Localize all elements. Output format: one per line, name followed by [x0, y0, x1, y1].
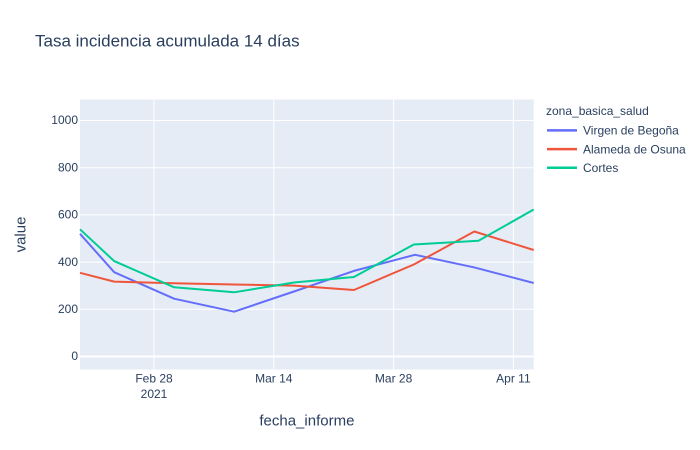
svg-text:Alameda de Osuna: Alameda de Osuna	[583, 142, 686, 156]
svg-text:2021: 2021	[141, 387, 168, 401]
svg-text:zona_basica_salud: zona_basica_salud	[546, 104, 649, 118]
svg-text:Cortes: Cortes	[583, 161, 618, 175]
svg-text:400: 400	[58, 255, 78, 269]
svg-text:Feb 28: Feb 28	[135, 371, 173, 385]
svg-text:0: 0	[71, 349, 78, 363]
svg-text:Mar 28: Mar 28	[375, 371, 413, 385]
svg-text:Apr 11: Apr 11	[496, 371, 531, 385]
svg-text:1000: 1000	[51, 113, 78, 127]
svg-text:value: value	[13, 217, 30, 253]
svg-text:Virgen de Begoña: Virgen de Begoña	[583, 124, 679, 138]
svg-text:800: 800	[58, 160, 78, 174]
svg-text:Mar 14: Mar 14	[255, 371, 293, 385]
svg-text:200: 200	[58, 302, 78, 316]
svg-text:fecha_informe: fecha_informe	[259, 412, 354, 429]
svg-text:Tasa incidencia acumulada 14 d: Tasa incidencia acumulada 14 días	[35, 32, 300, 51]
svg-text:600: 600	[58, 208, 78, 222]
